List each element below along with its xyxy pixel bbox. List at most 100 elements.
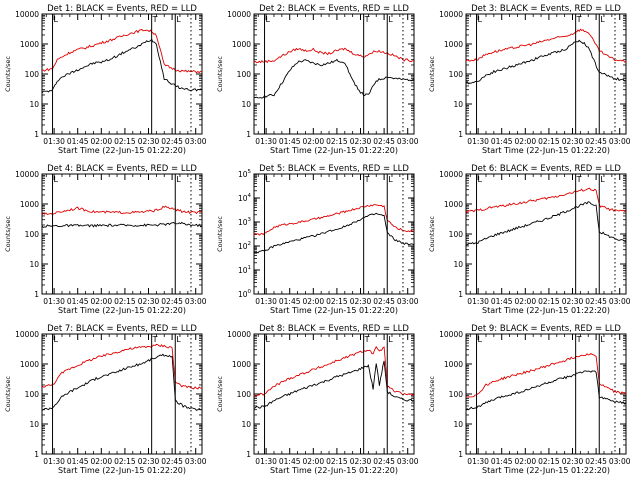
event-marker-label: L — [478, 175, 483, 184]
y-tick-label: 10000 — [227, 10, 251, 19]
x-tick-label: 02:30 — [350, 457, 372, 466]
y-tick-label: 1000 — [232, 40, 251, 49]
plot-frame — [41, 173, 203, 295]
y-tick-label: 1000 — [20, 360, 39, 369]
series-line-lld — [465, 352, 627, 398]
x-tick-label: 02:45 — [585, 457, 607, 466]
y-tick-label: 100 — [449, 230, 464, 239]
series-line-events — [41, 221, 203, 228]
y-tick-label: 10000 — [15, 10, 39, 19]
x-tick-label: 02:15 — [326, 297, 348, 306]
x-tick-label: 02:15 — [538, 137, 560, 146]
event-marker-label: T — [152, 15, 158, 24]
x-tick-label: 02:45 — [585, 137, 607, 146]
x-tick-label: 01:45 — [491, 137, 513, 146]
x-tick-label: 02:45 — [161, 297, 183, 306]
y-tick-label: 100 — [25, 230, 40, 239]
y-tick-label: 100 — [237, 390, 252, 399]
x-tick-label: 02:15 — [326, 457, 348, 466]
x-tick-label: 03:00 — [397, 457, 419, 466]
y-tick-label: 1000 — [444, 360, 463, 369]
y-tick-label: 10 — [453, 260, 463, 269]
y-tick-label: 1 — [34, 290, 39, 299]
x-axis-label: Start Time (22-Jun-15 01:22:20) — [270, 146, 398, 155]
event-marker-label: L — [388, 335, 393, 344]
x-tick-label: 01:45 — [279, 457, 301, 466]
x-tick-label: 02:00 — [302, 137, 324, 146]
y-tick-label: 1 — [246, 130, 251, 139]
chart-title: Det 6: BLACK = Events, RED = LLD — [471, 164, 621, 174]
x-axis-label: Start Time (22-Jun-15 01:22:20) — [482, 306, 610, 315]
y-axis-label: Counts/sec — [428, 56, 436, 92]
y-axis-label: Counts/sec — [4, 56, 12, 92]
plot-frame — [253, 173, 415, 295]
x-axis-label: Start Time (22-Jun-15 01:22:20) — [270, 306, 398, 315]
x-tick-label: 02:00 — [302, 457, 324, 466]
y-tick-label: 1 — [458, 130, 463, 139]
chart-panel-det-6: Det 6: BLACK = Events, RED = LLD Counts/s… — [428, 164, 631, 315]
chart-panel-det-2: Det 2: BLACK = Events, RED = LLD Counts/s… — [216, 4, 419, 155]
event-marker-label: L — [388, 15, 393, 24]
y-tick-label: 100 — [25, 70, 40, 79]
y-tick-label: 10000 — [439, 330, 463, 339]
x-tick-label: 03:00 — [397, 297, 419, 306]
event-marker-label: L — [54, 175, 59, 184]
event-marker-label: T — [364, 175, 370, 184]
y-tick-label: 10 — [241, 100, 251, 109]
event-marker-label: L — [600, 175, 605, 184]
x-tick-label: 02:30 — [138, 137, 160, 146]
x-tick-label: 02:15 — [114, 137, 136, 146]
y-tick-label: 1 — [246, 450, 251, 459]
series-line-lld — [41, 343, 203, 390]
y-tick-label: 100 — [449, 70, 464, 79]
x-tick-label: 01:30 — [43, 137, 65, 146]
y-tick-label: 10 — [29, 100, 39, 109]
x-tick-label: 02:30 — [562, 457, 584, 466]
x-tick-label: 02:30 — [562, 137, 584, 146]
x-tick-label: 02:30 — [138, 457, 160, 466]
y-tick-label: 100 — [238, 289, 252, 299]
y-axis-label: Counts/sec — [216, 376, 224, 412]
x-tick-label: 02:15 — [114, 297, 136, 306]
series-line-lld — [253, 345, 415, 397]
y-tick-label: 1000 — [444, 40, 463, 49]
x-tick-label: 01:30 — [255, 137, 277, 146]
y-tick-label: 1 — [34, 130, 39, 139]
series-line-lld — [253, 204, 415, 236]
chart-title: Det 9: BLACK = Events, RED = LLD — [471, 324, 621, 334]
y-tick-label: 10 — [29, 420, 39, 429]
x-tick-label: 02:45 — [373, 297, 395, 306]
event-marker-label: L — [478, 335, 483, 344]
y-axis-label: Counts/sec — [4, 216, 12, 252]
series-line-events — [41, 353, 202, 411]
chart-panel-det-8: Det 8: BLACK = Events, RED = LLD Counts/s… — [216, 324, 419, 475]
chart-title: Det 5: BLACK = Events, RED = LLD — [259, 164, 409, 174]
plot-frame — [465, 333, 627, 455]
event-marker-label: T — [576, 335, 582, 344]
series-line-events — [41, 38, 203, 94]
y-tick-label: 105 — [238, 169, 252, 179]
x-tick-label: 02:15 — [538, 457, 560, 466]
y-tick-label: 10000 — [439, 10, 463, 19]
series-line-events — [253, 58, 415, 99]
x-tick-label: 01:30 — [43, 457, 65, 466]
chart-title: Det 8: BLACK = Events, RED = LLD — [259, 324, 409, 334]
x-tick-label: 02:45 — [373, 457, 395, 466]
event-marker-label: L — [176, 175, 181, 184]
x-tick-label: 02:45 — [373, 137, 395, 146]
y-tick-label: 1000 — [232, 360, 251, 369]
chart-title: Det 2: BLACK = Events, RED = LLD — [259, 4, 409, 14]
x-tick-label: 03:00 — [609, 137, 631, 146]
chart-title: Det 3: BLACK = Events, RED = LLD — [471, 4, 621, 14]
x-tick-label: 01:30 — [255, 297, 277, 306]
x-tick-label: 01:30 — [467, 457, 489, 466]
x-axis-label: Start Time (22-Jun-15 01:22:20) — [58, 466, 186, 475]
y-tick-label: 1 — [458, 290, 463, 299]
x-tick-label: 02:00 — [514, 137, 536, 146]
event-marker-label: L — [54, 335, 59, 344]
chart-panel-det-4: Det 4: BLACK = Events, RED = LLD Counts/s… — [4, 164, 207, 315]
x-tick-label: 01:45 — [67, 457, 89, 466]
x-tick-label: 02:00 — [90, 457, 112, 466]
event-marker-label: L — [266, 335, 271, 344]
